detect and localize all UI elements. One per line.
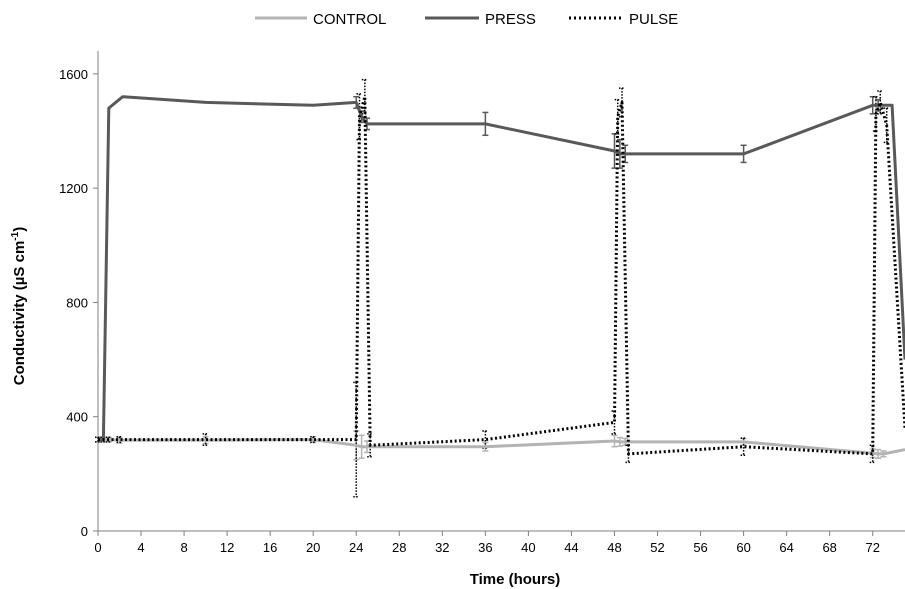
y-tick-label: 1200 [59, 181, 88, 196]
x-tick-label: 12 [220, 540, 234, 555]
x-tick-label: 8 [180, 540, 187, 555]
error-bar-pulse [202, 433, 209, 447]
y-axis-title-main: Conductivity (µS cm [11, 241, 28, 386]
x-tick-label: 20 [306, 540, 320, 555]
series-lines [98, 95, 905, 456]
legend-label-press: PRESS [485, 11, 536, 28]
x-tick-label: 64 [779, 540, 793, 555]
legend: CONTROL PRESS PULSE [255, 11, 678, 28]
x-tick-label: 4 [137, 540, 144, 555]
x-tick-label: 72 [865, 540, 879, 555]
series-line-press [98, 95, 905, 442]
error-bar-pulse [361, 78, 368, 115]
x-tick-label: 68 [822, 540, 836, 555]
x-tick-label: 36 [478, 540, 492, 555]
error-bar-pulse [116, 435, 123, 444]
y-axis-title-sup: -1 [10, 231, 21, 240]
legend-label-pulse: PULSE [629, 11, 678, 28]
error-bar-pulse [367, 433, 374, 458]
y-tick-label: 0 [81, 524, 88, 539]
series-line-pulse [98, 95, 905, 456]
error-bar-pulse [740, 437, 747, 457]
x-tick-label: 0 [94, 540, 101, 555]
legend-label-control: CONTROL [313, 11, 386, 28]
x-tick-label: 52 [650, 540, 664, 555]
x-tick-label: 60 [736, 540, 750, 555]
y-tick-label: 800 [66, 295, 88, 310]
x-tick-label: 44 [564, 540, 578, 555]
error-bar-pulse [614, 98, 621, 135]
x-tick-label: 32 [435, 540, 449, 555]
x-axis-title: Time (hours) [470, 571, 561, 588]
x-tick-label: 28 [392, 540, 406, 555]
error-bar-pulse [883, 107, 890, 144]
y-axis-title-close: ) [11, 227, 28, 232]
x-tick-label: 16 [263, 540, 277, 555]
series-line-control [98, 438, 905, 456]
x-tick-label: 40 [521, 540, 535, 555]
x-tick-label: 48 [607, 540, 621, 555]
x-tick-label: 24 [349, 540, 363, 555]
axes [93, 51, 905, 536]
error-bar-pulse [310, 435, 317, 444]
error-bar-pulse [877, 90, 884, 115]
y-tick-label: 1600 [59, 67, 88, 82]
y-axis-title: Conductivity (µS cm-1) [10, 227, 28, 385]
error-bars [95, 78, 890, 498]
x-tick-label: 56 [693, 540, 707, 555]
y-tick-label: 400 [66, 410, 88, 425]
